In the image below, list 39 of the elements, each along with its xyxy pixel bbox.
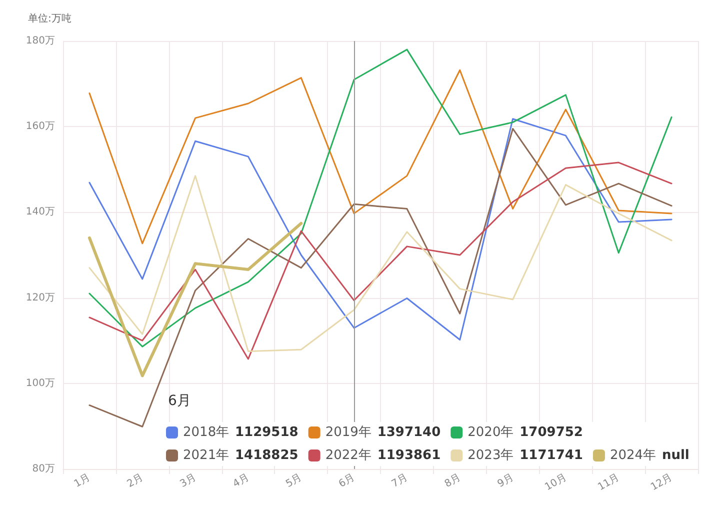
annotation: 1397140 (377, 425, 441, 440)
annotation: 1193861 (377, 448, 441, 463)
x-tick-label: 7月 (390, 472, 410, 490)
x-tick-label: 11月 (596, 472, 622, 494)
line-series (88, 128, 672, 428)
y-tick-label: 140万 (26, 206, 55, 218)
annotation: 1129518 (235, 425, 298, 440)
x-tick-label: 1月 (72, 472, 92, 490)
y-tick-label: 100万 (26, 378, 55, 389)
line-series (88, 222, 303, 378)
legend-label: 2022年 (325, 448, 372, 463)
legend-label: 2021年 (183, 448, 230, 463)
annotation: null (662, 448, 690, 463)
line-series (88, 118, 672, 340)
x-tick-label: 3月 (178, 472, 198, 490)
y-tick-label: 120万 (26, 292, 55, 304)
legend-label: 2020年 (468, 425, 514, 440)
x-tick-label: 9月 (496, 472, 516, 490)
annotation: 1171741 (520, 448, 583, 463)
x-tick-label: 8月 (442, 472, 463, 490)
x-tick-label: 12月 (649, 472, 674, 494)
legend-label: 2024年 (610, 448, 656, 463)
x-tick-label: 4月 (231, 472, 251, 490)
annotation: 1709752 (520, 425, 583, 440)
y-tick-label: 80万 (32, 464, 55, 474)
y-axis-title: 单位:万吨 (28, 12, 72, 24)
legend-title: 6月 (168, 393, 191, 409)
y-tick-label: 160万 (26, 121, 55, 132)
legend-label: 2023年 (468, 448, 514, 463)
x-tick-label: 2月 (125, 472, 146, 490)
y-tick-label: 180万 (26, 36, 55, 46)
annotation: 1418825 (235, 448, 298, 463)
x-tick-label: 10月 (543, 472, 568, 494)
legend-label: 2018年 (183, 425, 230, 440)
x-tick-label: 5月 (284, 472, 304, 490)
line-series (88, 48, 672, 348)
legend-label: 2019年 (325, 425, 372, 440)
line-series (88, 69, 672, 244)
x-tick-label: 6月 (337, 472, 357, 490)
